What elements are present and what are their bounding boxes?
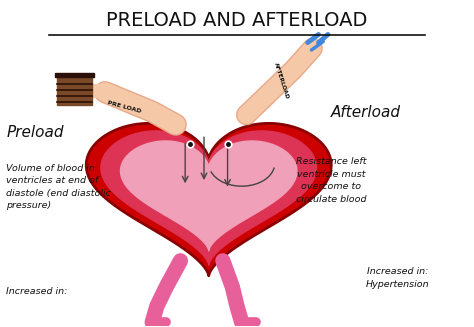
Text: PRE LOAD: PRE LOAD	[107, 100, 141, 114]
Text: Preload: Preload	[6, 125, 64, 140]
Text: Increased in:
Hypertension: Increased in: Hypertension	[365, 267, 429, 289]
Bar	[55, 73, 94, 77]
Text: Afterload: Afterload	[331, 105, 401, 120]
Text: AFTERLOAD: AFTERLOAD	[273, 61, 290, 99]
Text: Volume of blood in
ventricles at end of
diastole (end diastolic
pressure): Volume of blood in ventricles at end of …	[6, 164, 111, 210]
Text: PRELOAD AND AFTERLOAD: PRELOAD AND AFTERLOAD	[106, 11, 368, 30]
Text: Increased in:: Increased in:	[6, 287, 67, 296]
Text: Resistance left
ventricle must
overcome to
circulate blood: Resistance left ventricle must overcome …	[296, 157, 366, 203]
Polygon shape	[86, 123, 331, 276]
Bar	[56, 76, 92, 105]
Polygon shape	[101, 131, 317, 265]
Polygon shape	[120, 141, 297, 251]
